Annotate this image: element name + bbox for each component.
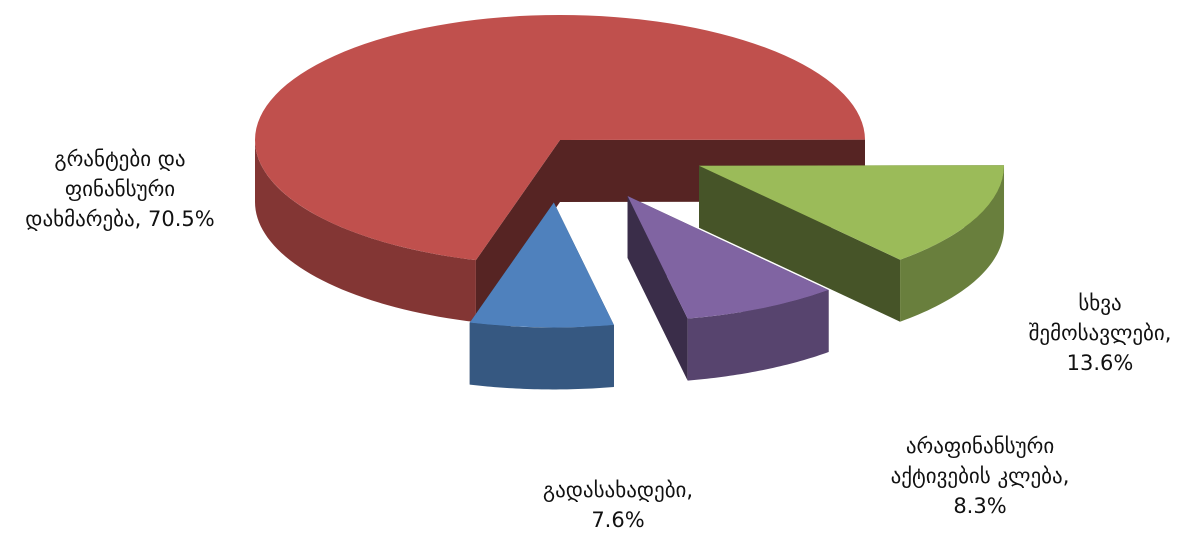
label-line: 8.3% bbox=[953, 494, 1006, 518]
data-label: გადასახადები, 7.6% bbox=[543, 478, 693, 532]
data-label: სხვა შემოსავლები, 13.6% bbox=[1029, 291, 1172, 375]
label-line: დახმარება, 70.5% bbox=[25, 207, 214, 231]
pie-slice bbox=[699, 165, 1005, 322]
label-line: გრანტები და bbox=[54, 147, 185, 171]
pie-slice bbox=[469, 202, 614, 390]
slice-top bbox=[699, 165, 1005, 260]
slice-side bbox=[475, 140, 560, 323]
slice-top bbox=[255, 15, 865, 261]
data-label: არაფინანსური აქტივების კლება, 8.3% bbox=[891, 434, 1070, 518]
label-line: ფინანსური bbox=[65, 177, 175, 201]
label-line: არაფინანსური bbox=[906, 434, 1054, 458]
slice-wall bbox=[687, 290, 829, 381]
slice-wall bbox=[255, 140, 476, 323]
slice-wall bbox=[900, 165, 1005, 322]
label-line: სხვა bbox=[1078, 291, 1121, 315]
slice-side bbox=[627, 196, 688, 381]
pie-slice bbox=[627, 196, 829, 381]
label-line: გადასახადები, bbox=[543, 478, 693, 502]
label-line: აქტივების კლება, bbox=[891, 464, 1070, 488]
slice-top bbox=[469, 202, 614, 328]
label-line: შემოსავლები, bbox=[1029, 321, 1172, 345]
label-line: 7.6% bbox=[591, 508, 644, 532]
label-line: 13.6% bbox=[1067, 351, 1134, 375]
slice-top bbox=[627, 196, 829, 319]
slice-side bbox=[699, 165, 901, 322]
data-label: გრანტები და ფინანსური დახმარება, 70.5% bbox=[25, 147, 214, 231]
slice-wall bbox=[469, 322, 614, 390]
